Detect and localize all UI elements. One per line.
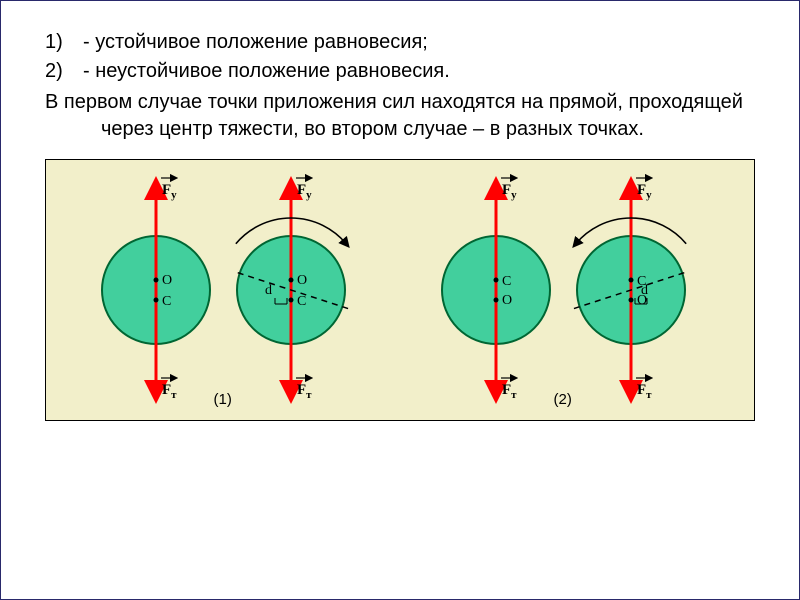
list-item-1: 1) - устойчивое положение равновесия; xyxy=(45,29,755,56)
svg-text:С: С xyxy=(502,274,511,289)
text-block: 1) - устойчивое положение равновесия; 2)… xyxy=(45,29,755,143)
svg-text:d: d xyxy=(641,283,648,298)
list-number: 2) xyxy=(45,58,83,85)
svg-text:Fт: Fт xyxy=(502,382,517,401)
svg-text:d: d xyxy=(265,283,272,298)
paragraph: В первом случае точки приложения сил нах… xyxy=(45,89,755,143)
slide-frame: 1) - устойчивое положение равновесия; 2)… xyxy=(0,0,800,600)
svg-text:(1): (1) xyxy=(214,391,232,408)
svg-text:Fу: Fу xyxy=(162,182,177,201)
svg-text:Fт: Fт xyxy=(297,382,312,401)
svg-text:С: С xyxy=(162,294,171,309)
svg-text:Fу: Fу xyxy=(637,182,652,201)
svg-text:(2): (2) xyxy=(554,391,572,408)
list-item-2: 2) - неустойчивое положение равновесия. xyxy=(45,58,755,85)
list-text: - устойчивое положение равновесия; xyxy=(83,29,755,56)
svg-text:Fт: Fт xyxy=(162,382,177,401)
svg-text:Fу: Fу xyxy=(297,182,312,201)
svg-text:Fу: Fу xyxy=(502,182,517,201)
svg-text:О: О xyxy=(502,293,512,308)
list-number: 1) xyxy=(45,29,83,56)
svg-text:О: О xyxy=(162,273,172,288)
list-text: - неустойчивое положение равновесия. xyxy=(83,58,755,85)
svg-text:Fт: Fт xyxy=(637,382,652,401)
paragraph-text: В первом случае точки приложения сил нах… xyxy=(45,89,755,143)
svg-text:О: О xyxy=(297,273,307,288)
figure-frame: FуFтОСFуFтОСdFуFтОСFуFтОСd(1)(2) xyxy=(45,159,755,421)
figure-svg: FуFтОСFуFтОСdFуFтОСFуFтОСd(1)(2) xyxy=(46,160,746,418)
svg-text:С: С xyxy=(297,294,306,309)
